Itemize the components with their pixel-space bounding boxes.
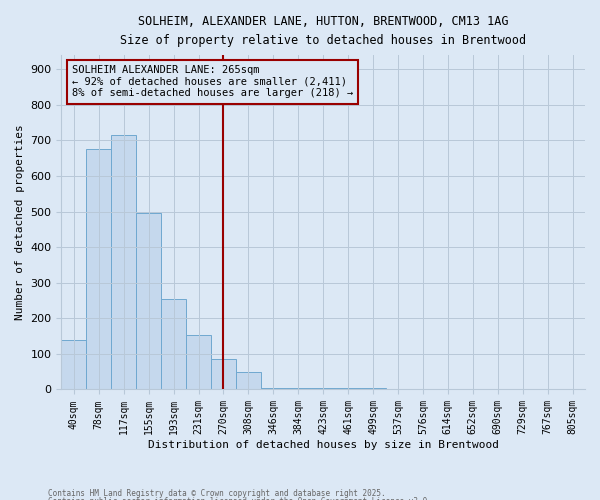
Text: Contains public sector information licensed under the Open Government Licence v3: Contains public sector information licen… — [48, 497, 432, 500]
Bar — [61, 340, 86, 390]
Bar — [261, 388, 286, 390]
Text: Contains HM Land Registry data © Crown copyright and database right 2025.: Contains HM Land Registry data © Crown c… — [48, 488, 386, 498]
Bar — [186, 336, 211, 390]
Bar — [311, 388, 335, 390]
Bar — [361, 388, 386, 390]
Bar — [161, 299, 186, 390]
Bar — [86, 150, 111, 390]
X-axis label: Distribution of detached houses by size in Brentwood: Distribution of detached houses by size … — [148, 440, 499, 450]
Title: SOLHEIM, ALEXANDER LANE, HUTTON, BRENTWOOD, CM13 1AG
Size of property relative t: SOLHEIM, ALEXANDER LANE, HUTTON, BRENTWO… — [120, 15, 526, 47]
Bar — [236, 372, 261, 390]
Bar — [111, 135, 136, 390]
Bar — [335, 388, 361, 390]
Bar — [211, 359, 236, 390]
Bar — [286, 388, 311, 390]
Text: SOLHEIM ALEXANDER LANE: 265sqm
← 92% of detached houses are smaller (2,411)
8% o: SOLHEIM ALEXANDER LANE: 265sqm ← 92% of … — [72, 65, 353, 98]
Bar — [136, 214, 161, 390]
Y-axis label: Number of detached properties: Number of detached properties — [15, 124, 25, 320]
